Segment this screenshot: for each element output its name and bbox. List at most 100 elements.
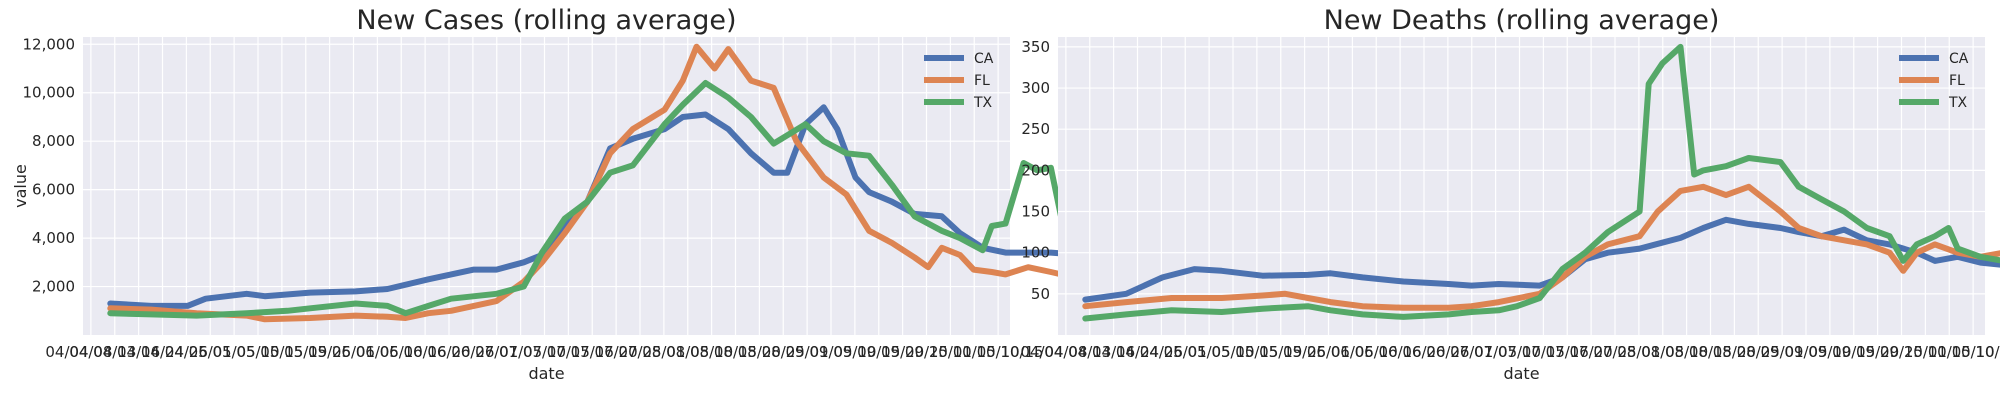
legend-label-fl: FL	[1949, 73, 1965, 89]
x-tick-label: 07/05	[499, 343, 542, 361]
x-tick-label: 04/24	[141, 343, 184, 361]
x-tick-label: 06/01	[1307, 343, 1350, 361]
x-tick-label: 05/01	[189, 343, 232, 361]
x-tick-label: 08/15	[1689, 343, 1732, 361]
x-tick-label: 06/20	[427, 343, 470, 361]
y-tick-label: 200	[1021, 161, 1050, 179]
legend: CA FL TX	[924, 51, 994, 111]
x-tick-label: 10/15	[1000, 343, 1043, 361]
y-tick-label: 100	[1021, 244, 1050, 262]
x-tick-label: 09/01	[1761, 343, 1804, 361]
x-tick-label: 07/25	[618, 343, 661, 361]
x-tick-label: 09/15	[1832, 343, 1875, 361]
x-tick-label: 05/10	[1211, 343, 1254, 361]
x-tick-label: 06/16	[1379, 343, 1422, 361]
x-tick-label: 05/19	[284, 343, 327, 361]
x-tick-label: 07/15	[547, 343, 590, 361]
y-tick-label: 10,000	[23, 84, 76, 102]
x-axis-label: date	[1503, 364, 1539, 383]
x-tick-label: 05/05	[1188, 343, 1231, 361]
x-tick-label: 04/16	[117, 343, 160, 361]
x-tick-label: 07/16	[1546, 343, 1589, 361]
x-tick-label: 08/05	[666, 343, 709, 361]
x-tick-label: 07/10	[1498, 343, 1541, 361]
x-tick-label: 05/10	[236, 343, 279, 361]
x-tick-label: 05/25	[1283, 343, 1326, 361]
x-tick-label: 08/20	[1713, 343, 1756, 361]
x-tick-label: 08/01	[642, 343, 685, 361]
y-tick-label: 150	[1021, 203, 1050, 221]
x-tick-label: 06/10	[1355, 343, 1398, 361]
x-tick-label: 04/26	[1140, 343, 1183, 361]
x-tick-label: 06/26	[451, 343, 494, 361]
y-tick-label: 250	[1021, 120, 1050, 138]
x-tick-label: 09/05	[809, 343, 852, 361]
x-tick-label: 05/25	[308, 343, 351, 361]
x-tick-label: 09/20	[881, 343, 924, 361]
x-tick-label: 04/04	[45, 343, 88, 361]
x-tick-label: 09/15	[857, 343, 900, 361]
x-tick-label: 04/13	[1068, 343, 1111, 361]
x-tick-label: 06/05	[356, 343, 399, 361]
legend: CA FL TX	[1899, 51, 1969, 111]
y-tick-label: 6,000	[32, 181, 75, 199]
chart-title: New Deaths (rolling average)	[1324, 5, 1720, 36]
legend-label-tx: TX	[973, 95, 993, 111]
x-tick-label: 06/01	[332, 343, 375, 361]
x-tick-label: 08/25	[1737, 343, 1780, 361]
x-tick-label: 07/25	[1593, 343, 1636, 361]
series-line-ca	[1082, 216, 2000, 303]
x-tick-label: 09/20	[1856, 343, 1899, 361]
x-tick-label: 09/01	[786, 343, 829, 361]
chart-title: New Cases (rolling average)	[356, 5, 736, 36]
y-tick-label: 8,000	[32, 132, 75, 150]
x-tick-label: 05/15	[260, 343, 303, 361]
x-tick-label: 09/10	[833, 343, 876, 361]
x-tick-label: 05/01	[1164, 343, 1207, 361]
x-tick-label: 07/16	[571, 343, 614, 361]
x-tick-label: 07/01	[475, 343, 518, 361]
x-tick-label: 07/15	[1522, 343, 1565, 361]
legend-label-fl: FL	[974, 73, 990, 89]
x-tick-label: 09/25	[1880, 343, 1923, 361]
x-tick-label: 05/15	[1235, 343, 1278, 361]
legend-label-ca: CA	[1949, 51, 1969, 67]
x-tick-label: 04/13	[93, 343, 136, 361]
series-line-tx	[1082, 43, 2000, 322]
x-tick-label: 04/16	[1092, 343, 1135, 361]
x-tick-label: 08/25	[762, 343, 805, 361]
x-tick-label: 04/08	[69, 343, 112, 361]
series-line-tx	[107, 80, 1127, 319]
x-tick-label: 04/04	[1020, 343, 1063, 361]
x-tick-label: 08/10	[690, 343, 733, 361]
series-line-ca	[107, 104, 1127, 309]
x-tick-label: 06/10	[380, 343, 423, 361]
x-tick-label: 09/05	[1784, 343, 1827, 361]
plot-background	[1058, 37, 1985, 335]
plot-background	[83, 37, 1010, 335]
x-tick-label: 10/01	[929, 343, 972, 361]
x-tick-label: 06/26	[1426, 343, 1469, 361]
y-tick-label: 300	[1021, 79, 1050, 97]
x-tick-label: 10/15	[1975, 343, 2000, 361]
y-tick-label: 4,000	[32, 229, 75, 247]
x-tick-label: 08/20	[738, 343, 781, 361]
y-tick-label: 50	[1031, 285, 1050, 303]
x-tick-label: 10/05	[953, 343, 996, 361]
series-line-fl	[1082, 183, 2000, 311]
x-tick-label: 05/05	[213, 343, 256, 361]
y-tick-label: 12,000	[23, 35, 76, 53]
x-tick-label: 04/26	[165, 343, 208, 361]
x-tick-label: 09/10	[1808, 343, 1851, 361]
x-tick-label: 05/19	[1259, 343, 1302, 361]
x-tick-label: 08/10	[1665, 343, 1708, 361]
y-tick-label: 2,000	[32, 278, 75, 296]
x-tick-label: 06/20	[1402, 343, 1445, 361]
x-tick-label: 07/05	[1474, 343, 1517, 361]
x-axis-label: date	[528, 364, 564, 383]
y-axis-label: value	[11, 164, 30, 208]
x-tick-label: 10/10	[977, 343, 1020, 361]
chart-panel-1: 2,0004,0006,0008,00010,00012,00004/0404/…	[11, 5, 1127, 383]
x-tick-label: 06/05	[1331, 343, 1374, 361]
